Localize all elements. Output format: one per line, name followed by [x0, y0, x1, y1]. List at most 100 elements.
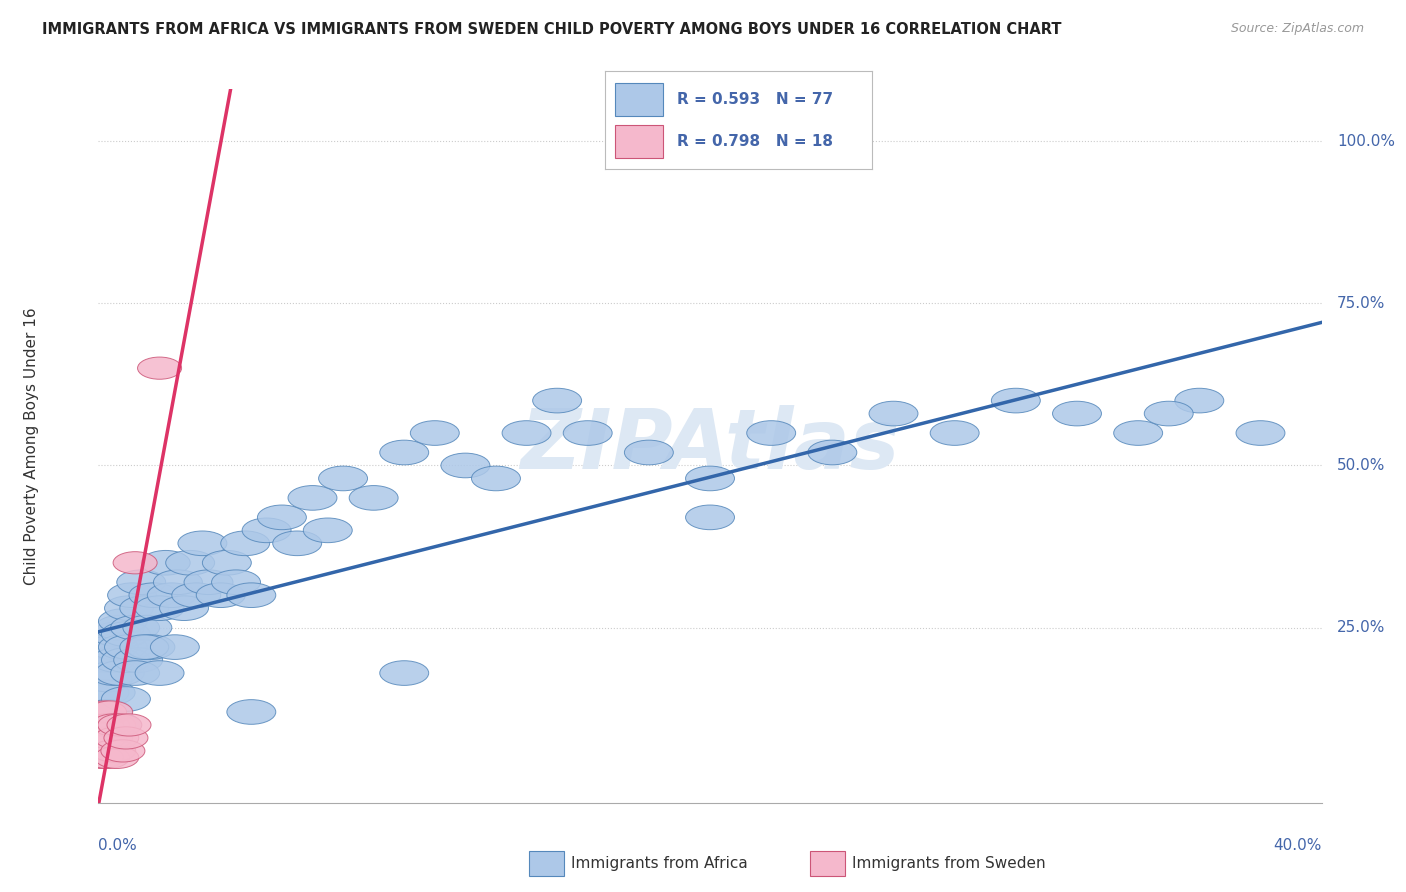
Ellipse shape — [1175, 388, 1223, 413]
Ellipse shape — [80, 648, 129, 673]
Text: 50.0%: 50.0% — [1337, 458, 1385, 473]
Ellipse shape — [304, 518, 353, 542]
Ellipse shape — [96, 615, 145, 640]
Ellipse shape — [686, 505, 734, 530]
Ellipse shape — [108, 582, 156, 607]
Ellipse shape — [533, 388, 582, 413]
Text: 25.0%: 25.0% — [1337, 620, 1385, 635]
Ellipse shape — [104, 727, 148, 749]
Text: R = 0.798   N = 18: R = 0.798 N = 18 — [676, 134, 832, 149]
Ellipse shape — [184, 570, 233, 595]
Text: R = 0.593   N = 77: R = 0.593 N = 77 — [676, 92, 832, 107]
Ellipse shape — [471, 467, 520, 491]
Ellipse shape — [135, 596, 184, 621]
Ellipse shape — [179, 531, 226, 556]
Ellipse shape — [86, 681, 135, 705]
Ellipse shape — [89, 661, 138, 685]
Ellipse shape — [153, 570, 202, 595]
Ellipse shape — [91, 714, 136, 736]
Ellipse shape — [127, 635, 174, 659]
Ellipse shape — [138, 357, 181, 379]
Ellipse shape — [288, 485, 337, 510]
Ellipse shape — [148, 582, 197, 607]
Text: Immigrants from Sweden: Immigrants from Sweden — [852, 856, 1046, 871]
Ellipse shape — [172, 582, 221, 607]
Ellipse shape — [111, 615, 160, 640]
Ellipse shape — [107, 714, 150, 736]
Text: 0.0%: 0.0% — [98, 838, 138, 854]
Ellipse shape — [135, 661, 184, 685]
Ellipse shape — [197, 582, 245, 607]
Text: Source: ZipAtlas.com: Source: ZipAtlas.com — [1230, 22, 1364, 36]
Ellipse shape — [349, 485, 398, 510]
Ellipse shape — [89, 701, 132, 723]
Ellipse shape — [96, 661, 145, 685]
Text: 100.0%: 100.0% — [1337, 134, 1395, 149]
Ellipse shape — [380, 661, 429, 685]
Ellipse shape — [80, 681, 129, 705]
Ellipse shape — [120, 596, 169, 621]
Ellipse shape — [1144, 401, 1194, 425]
Ellipse shape — [101, 739, 145, 762]
Ellipse shape — [226, 582, 276, 607]
Ellipse shape — [242, 518, 291, 542]
Ellipse shape — [160, 596, 208, 621]
Ellipse shape — [86, 747, 129, 769]
Ellipse shape — [80, 747, 124, 769]
Ellipse shape — [202, 550, 252, 575]
Ellipse shape — [502, 421, 551, 445]
Ellipse shape — [166, 550, 215, 575]
Ellipse shape — [104, 596, 153, 621]
Ellipse shape — [98, 609, 148, 633]
Ellipse shape — [441, 453, 489, 478]
Ellipse shape — [991, 388, 1040, 413]
Ellipse shape — [273, 531, 322, 556]
Ellipse shape — [93, 622, 141, 647]
Ellipse shape — [104, 635, 153, 659]
Ellipse shape — [83, 667, 132, 692]
Ellipse shape — [93, 648, 141, 673]
Text: ZIPAtlas: ZIPAtlas — [520, 406, 900, 486]
Text: Child Poverty Among Boys Under 16: Child Poverty Among Boys Under 16 — [24, 307, 38, 585]
Ellipse shape — [98, 714, 142, 736]
Ellipse shape — [83, 635, 132, 659]
Ellipse shape — [111, 661, 160, 685]
Ellipse shape — [93, 713, 141, 738]
Ellipse shape — [150, 635, 200, 659]
Ellipse shape — [117, 570, 166, 595]
Ellipse shape — [141, 550, 190, 575]
Ellipse shape — [83, 727, 127, 749]
Ellipse shape — [624, 440, 673, 465]
Ellipse shape — [686, 467, 734, 491]
Ellipse shape — [89, 635, 138, 659]
Ellipse shape — [114, 648, 163, 673]
Ellipse shape — [94, 747, 139, 769]
Ellipse shape — [112, 551, 157, 574]
Ellipse shape — [1114, 421, 1163, 445]
Ellipse shape — [101, 648, 150, 673]
Ellipse shape — [89, 727, 132, 749]
Text: 75.0%: 75.0% — [1337, 296, 1385, 310]
Ellipse shape — [94, 727, 139, 749]
Ellipse shape — [101, 687, 150, 711]
Ellipse shape — [380, 440, 429, 465]
Ellipse shape — [77, 661, 127, 685]
Ellipse shape — [80, 714, 124, 736]
Ellipse shape — [257, 505, 307, 530]
FancyBboxPatch shape — [616, 125, 664, 158]
Text: IMMIGRANTS FROM AFRICA VS IMMIGRANTS FROM SWEDEN CHILD POVERTY AMONG BOYS UNDER : IMMIGRANTS FROM AFRICA VS IMMIGRANTS FRO… — [42, 22, 1062, 37]
Ellipse shape — [86, 714, 129, 736]
Ellipse shape — [869, 401, 918, 425]
Ellipse shape — [319, 467, 367, 491]
Ellipse shape — [211, 570, 260, 595]
Ellipse shape — [808, 440, 856, 465]
Ellipse shape — [129, 582, 179, 607]
Ellipse shape — [122, 615, 172, 640]
Ellipse shape — [83, 701, 127, 723]
Ellipse shape — [564, 421, 612, 445]
Ellipse shape — [1053, 401, 1101, 425]
Ellipse shape — [931, 421, 979, 445]
Ellipse shape — [91, 739, 136, 762]
Ellipse shape — [98, 635, 148, 659]
Ellipse shape — [120, 635, 169, 659]
